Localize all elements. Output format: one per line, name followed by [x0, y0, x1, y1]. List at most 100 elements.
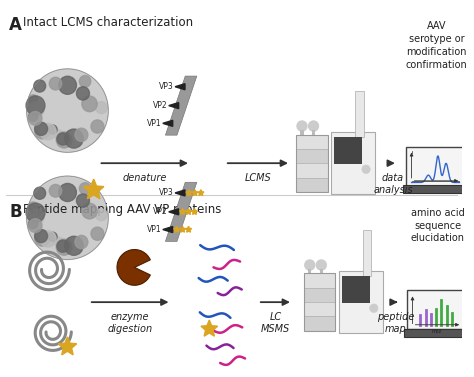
- Circle shape: [82, 203, 97, 219]
- Circle shape: [28, 219, 42, 233]
- Circle shape: [40, 123, 56, 140]
- Circle shape: [309, 121, 319, 131]
- Polygon shape: [185, 226, 191, 232]
- Circle shape: [362, 165, 370, 173]
- Circle shape: [28, 202, 38, 211]
- Text: enzyme
digestion: enzyme digestion: [108, 312, 153, 334]
- Circle shape: [35, 230, 50, 246]
- Wedge shape: [117, 250, 150, 285]
- Text: Intact LCMS characterization: Intact LCMS characterization: [23, 16, 193, 29]
- Text: data
analysis: data analysis: [373, 173, 413, 195]
- Circle shape: [28, 209, 44, 225]
- FancyBboxPatch shape: [296, 135, 328, 149]
- Circle shape: [54, 237, 63, 246]
- FancyBboxPatch shape: [304, 302, 335, 317]
- FancyBboxPatch shape: [304, 317, 335, 331]
- Circle shape: [82, 96, 97, 112]
- Text: VP2: VP2: [153, 207, 167, 216]
- Polygon shape: [165, 182, 197, 241]
- Circle shape: [28, 102, 44, 118]
- Circle shape: [28, 112, 38, 121]
- Circle shape: [54, 130, 63, 139]
- Circle shape: [56, 132, 72, 148]
- Circle shape: [79, 183, 91, 195]
- Polygon shape: [186, 190, 192, 196]
- Circle shape: [26, 96, 45, 115]
- Circle shape: [57, 133, 69, 145]
- Polygon shape: [198, 190, 204, 196]
- Text: LCMS: LCMS: [245, 173, 271, 183]
- Circle shape: [26, 203, 45, 222]
- FancyBboxPatch shape: [342, 276, 370, 303]
- Circle shape: [64, 129, 83, 148]
- FancyBboxPatch shape: [331, 132, 375, 194]
- Circle shape: [48, 125, 57, 134]
- Text: Peptide mapping AAV VP proteins: Peptide mapping AAV VP proteins: [23, 203, 221, 216]
- Circle shape: [57, 240, 69, 252]
- Polygon shape: [180, 226, 186, 232]
- FancyBboxPatch shape: [356, 90, 364, 137]
- FancyBboxPatch shape: [407, 291, 464, 329]
- FancyBboxPatch shape: [339, 271, 383, 333]
- Circle shape: [95, 101, 107, 113]
- Polygon shape: [173, 226, 180, 232]
- Circle shape: [34, 187, 46, 199]
- Polygon shape: [169, 209, 179, 215]
- FancyBboxPatch shape: [334, 137, 362, 164]
- Circle shape: [40, 231, 56, 247]
- Polygon shape: [83, 179, 104, 199]
- Text: B: B: [9, 203, 22, 221]
- Circle shape: [48, 232, 57, 241]
- Circle shape: [316, 260, 326, 270]
- Polygon shape: [192, 190, 198, 196]
- Circle shape: [297, 121, 307, 131]
- Polygon shape: [163, 227, 173, 233]
- Circle shape: [28, 112, 42, 125]
- Circle shape: [49, 184, 62, 197]
- Polygon shape: [185, 208, 191, 215]
- FancyBboxPatch shape: [301, 130, 304, 135]
- FancyBboxPatch shape: [363, 230, 371, 276]
- Polygon shape: [169, 103, 179, 109]
- Circle shape: [75, 128, 88, 141]
- Circle shape: [27, 69, 108, 152]
- Circle shape: [59, 76, 76, 94]
- FancyBboxPatch shape: [296, 149, 328, 163]
- Circle shape: [59, 184, 76, 202]
- Circle shape: [28, 219, 38, 229]
- Polygon shape: [201, 320, 218, 336]
- Text: denature: denature: [122, 173, 167, 183]
- Circle shape: [370, 304, 378, 313]
- Polygon shape: [175, 84, 185, 90]
- FancyBboxPatch shape: [312, 130, 315, 135]
- Polygon shape: [165, 76, 197, 135]
- Circle shape: [28, 95, 38, 104]
- FancyBboxPatch shape: [304, 288, 335, 302]
- Circle shape: [305, 260, 315, 270]
- Polygon shape: [58, 337, 77, 355]
- Circle shape: [91, 120, 104, 133]
- Text: m/z: m/z: [431, 328, 442, 333]
- Text: VP1: VP1: [146, 119, 161, 128]
- FancyBboxPatch shape: [403, 185, 466, 193]
- Circle shape: [49, 77, 62, 90]
- Circle shape: [56, 239, 72, 255]
- Polygon shape: [163, 120, 173, 126]
- FancyBboxPatch shape: [406, 147, 463, 185]
- FancyBboxPatch shape: [319, 269, 323, 274]
- Polygon shape: [175, 190, 185, 196]
- Text: VP1: VP1: [146, 225, 161, 234]
- Circle shape: [79, 75, 91, 87]
- FancyBboxPatch shape: [404, 329, 467, 337]
- FancyBboxPatch shape: [296, 163, 328, 178]
- Text: amino acid
sequence
elucidation: amino acid sequence elucidation: [410, 208, 465, 244]
- Text: VP2: VP2: [153, 101, 167, 110]
- Text: VP3: VP3: [159, 82, 173, 91]
- Circle shape: [76, 87, 90, 100]
- Polygon shape: [180, 208, 186, 215]
- Circle shape: [64, 236, 83, 255]
- Text: VP3: VP3: [159, 188, 173, 198]
- Circle shape: [35, 122, 47, 135]
- FancyBboxPatch shape: [296, 178, 328, 192]
- Text: A: A: [9, 16, 22, 34]
